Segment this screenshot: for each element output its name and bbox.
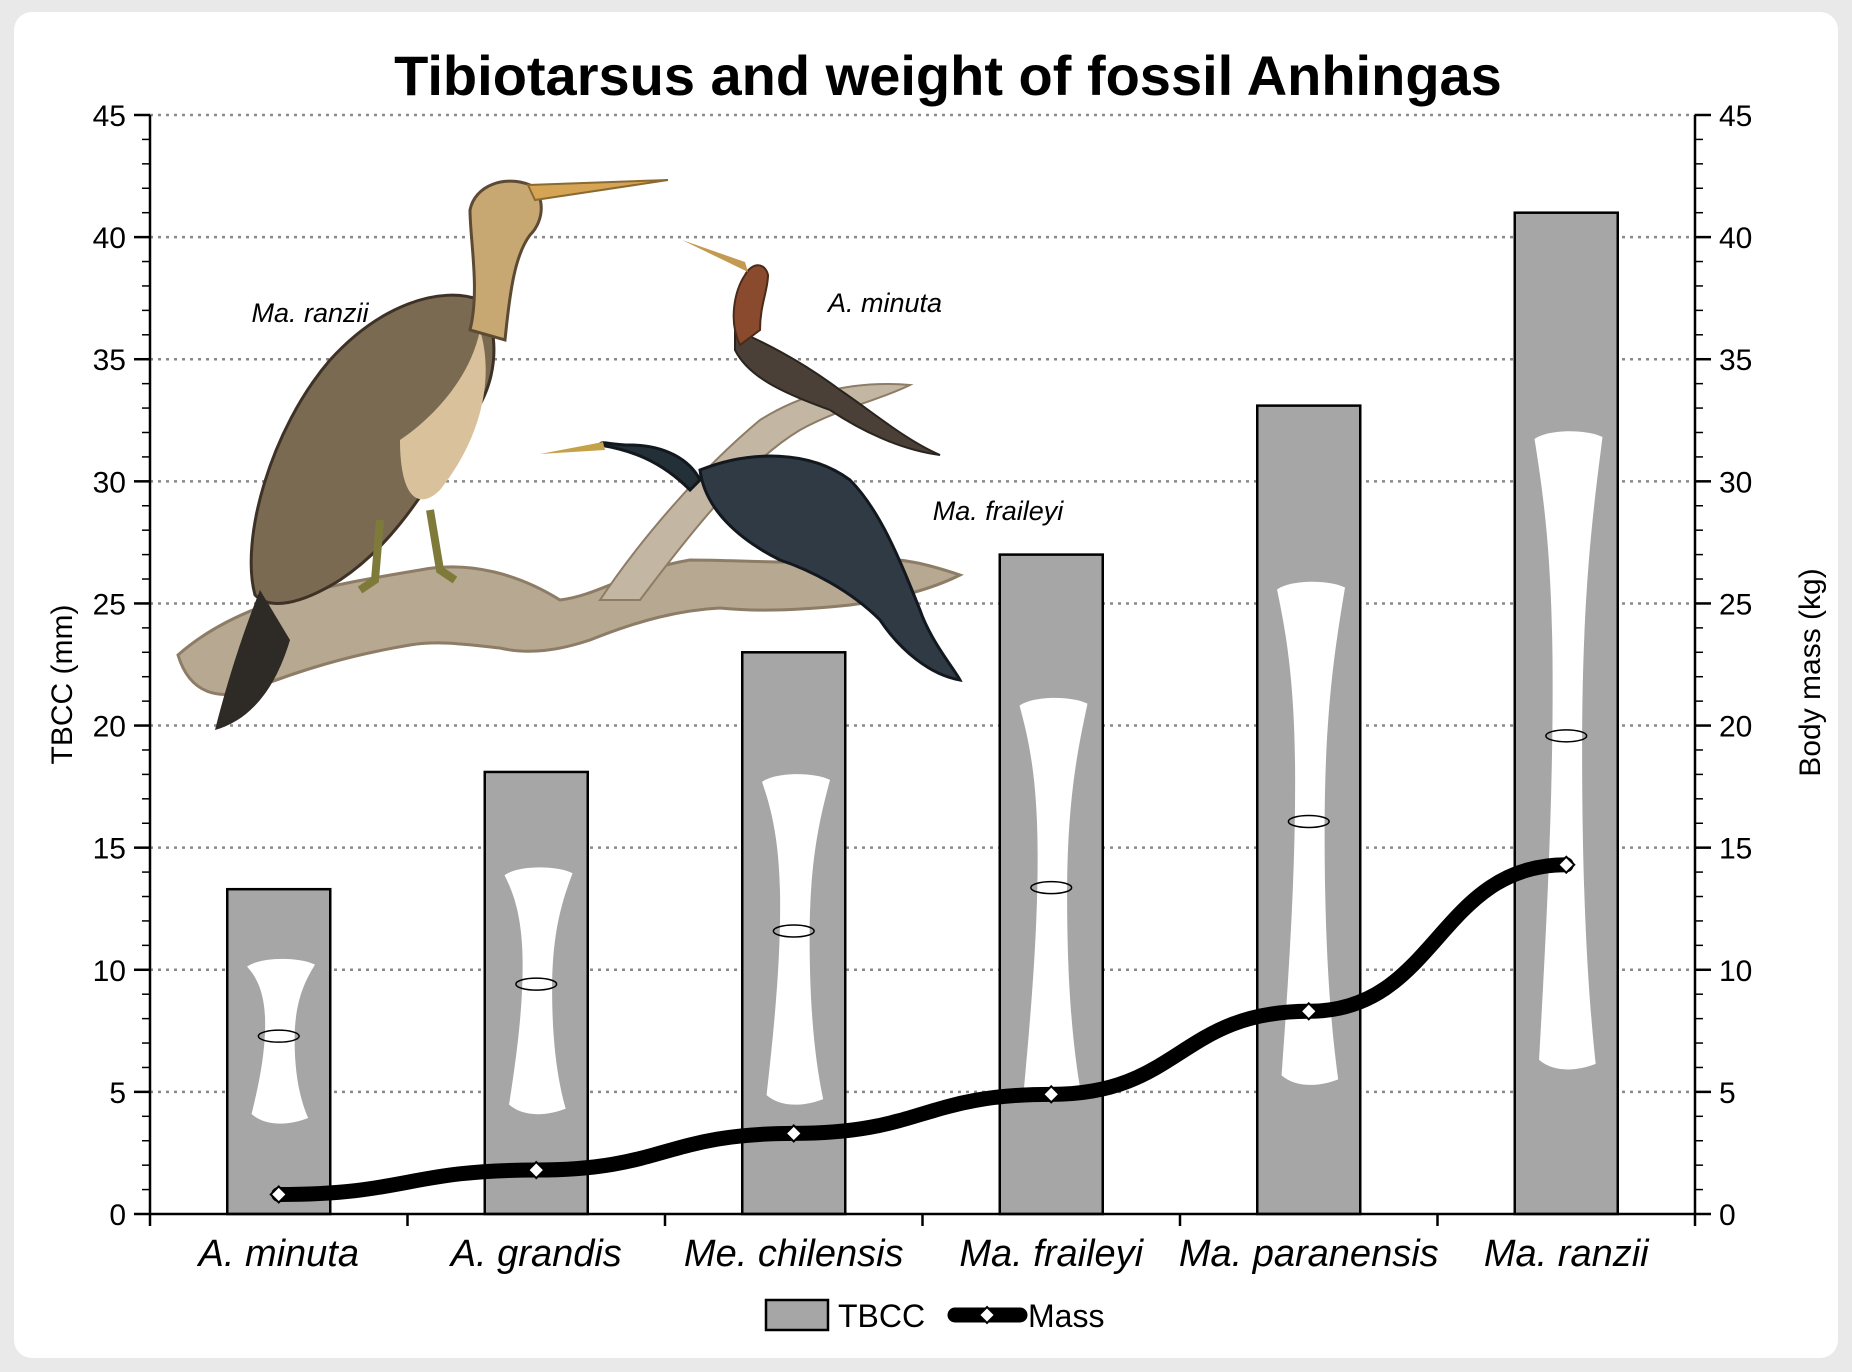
illustration-label: Ma. fraileyi (933, 496, 1065, 526)
y-tick-label-right: 40 (1719, 222, 1752, 255)
bird-minuta-beak (682, 240, 748, 272)
y-tick-label-right: 35 (1719, 344, 1752, 377)
y-tick-label-right: 30 (1719, 466, 1752, 499)
chart-title: Tibiotarsus and weight of fossil Anhinga… (394, 44, 1502, 107)
bird-ranzii-tail (215, 590, 290, 730)
mass-point (526, 1160, 546, 1180)
x-category-label: A. grandis (449, 1233, 622, 1275)
y-tick-label-right: 25 (1719, 588, 1752, 621)
x-category-label: Me. chilensis (684, 1233, 904, 1275)
x-category-label: A. minuta (196, 1233, 359, 1275)
y-tick-label-left: 20 (93, 711, 126, 744)
bird-ranzii-beak (526, 179, 669, 202)
bird-ranzii-legs (357, 509, 458, 594)
y-tick-label-right: 15 (1719, 833, 1752, 866)
bird-ranzii-breast (400, 330, 486, 500)
y-tick-label-right: 5 (1719, 1077, 1736, 1110)
y-tick-label-right: 20 (1719, 711, 1752, 744)
bone-silhouette (1534, 431, 1603, 1070)
bone-silhouette (1277, 581, 1346, 1085)
y-axis-label-right: Body mass (kg) (1794, 568, 1827, 776)
mass-point (1299, 1001, 1319, 1021)
mass-line (269, 855, 1576, 1204)
anhinga-illustration (176, 179, 964, 730)
bird-ranzii-neck (468, 179, 543, 342)
bars (226, 211, 1619, 1216)
legend-swatch-tbcc (764, 1298, 830, 1332)
illustration-label: A. minuta (826, 288, 942, 318)
y-tick-label-right: 45 (1719, 100, 1752, 133)
y-tick-label-left: 25 (93, 588, 126, 621)
bone-silhouette (1019, 697, 1088, 1097)
mass-point (1041, 1084, 1061, 1104)
legend-label-tbcc: TBCC (838, 1298, 925, 1334)
legend: TBCC Mass (764, 1298, 1104, 1334)
bird-minuta-body (734, 328, 941, 456)
bird-fraileyi-beak (540, 442, 605, 454)
x-category-label: Ma. fraileyi (959, 1233, 1144, 1275)
y-tick-label-left: 0 (109, 1199, 126, 1232)
y-axis-label-left: TBCC (mm) (46, 605, 79, 765)
mass-point (1556, 855, 1576, 875)
bone-silhouettes (247, 431, 1603, 1124)
bone-silhouette (762, 774, 831, 1105)
x-category-label: Ma. paranensis (1179, 1233, 1439, 1275)
bone-silhouette (247, 958, 316, 1124)
bird-minuta-neck (732, 264, 770, 347)
bone-cross-section (515, 977, 558, 991)
legend-marker-mass (977, 1305, 997, 1325)
axes (134, 113, 1711, 1226)
mass-series-line (271, 857, 1574, 1202)
y-tick-label-left: 35 (93, 344, 126, 377)
y-tick-label-right: 10 (1719, 955, 1752, 988)
y-tick-label-left: 40 (93, 222, 126, 255)
illustration-label: Ma. ranzii (251, 298, 369, 328)
y-tick-label-left: 15 (93, 833, 126, 866)
legend-label-mass: Mass (1028, 1298, 1104, 1334)
bone-cross-section (1545, 729, 1588, 743)
y-tick-label-left: 45 (93, 100, 126, 133)
bone-cross-section (1030, 880, 1073, 895)
bone-cross-section (257, 1029, 300, 1043)
chart-text: 0 0 5 5 10 10 15 15 20 20 25 25 30 30 35 35 40 40 45 45 A. m… (46, 44, 1827, 1275)
bird-fraileyi-body (698, 454, 963, 682)
y-tick-label-left: 10 (93, 955, 126, 988)
bird-fraileyi-neck (598, 441, 702, 493)
mass-point (269, 1185, 289, 1204)
y-tick-label-left: 30 (93, 466, 126, 499)
mass-point (784, 1123, 804, 1143)
bone-cross-section (772, 924, 815, 938)
bone-cross-section (1287, 814, 1330, 829)
x-category-label: Ma. ranzii (1484, 1233, 1650, 1275)
y-tick-label-left: 5 (109, 1077, 126, 1110)
y-tick-label-right: 0 (1719, 1199, 1736, 1232)
